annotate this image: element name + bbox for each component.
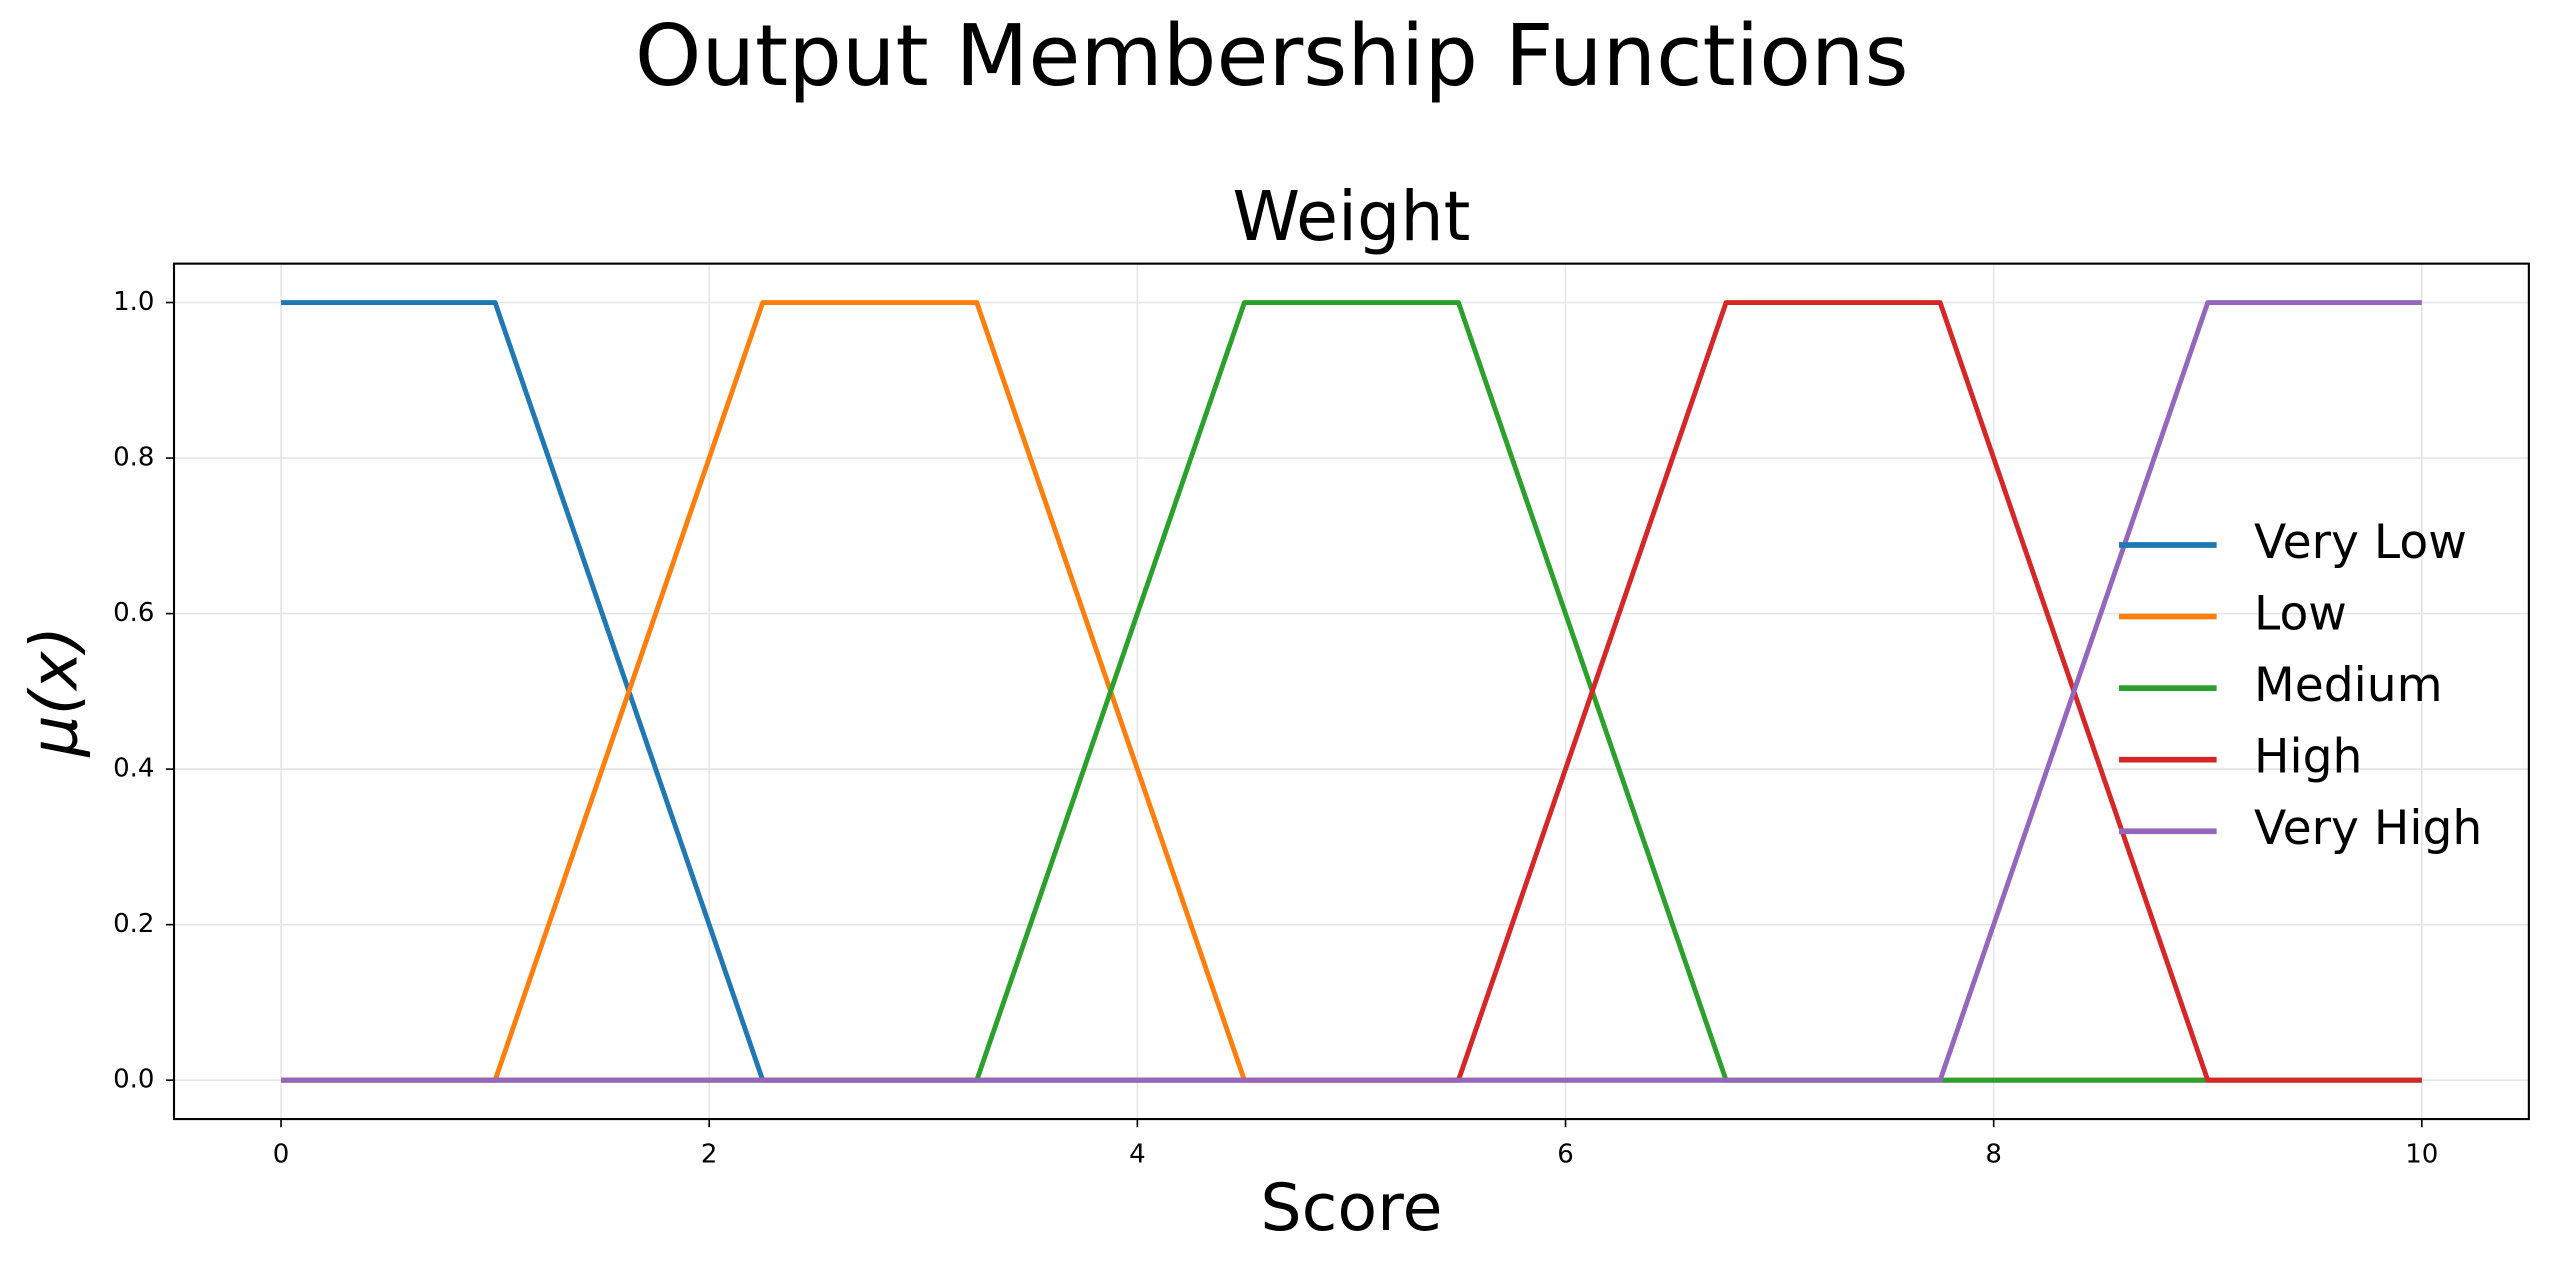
legend-label: High bbox=[2254, 730, 2362, 785]
legend-label: Medium bbox=[2254, 658, 2443, 713]
chart-title: Output Membership Functions bbox=[635, 7, 1909, 105]
x-tick-label: 0 bbox=[273, 1139, 290, 1169]
axes-title: Weight bbox=[1232, 178, 1470, 257]
y-tick-label: 0.6 bbox=[113, 598, 154, 628]
y-axis-label: μ(x) bbox=[18, 626, 93, 758]
series-line bbox=[281, 300, 2422, 1083]
y-tick-label: 1.0 bbox=[113, 287, 154, 317]
x-tick-label: 10 bbox=[2405, 1139, 2438, 1169]
legend-label: Very High bbox=[2254, 801, 2482, 856]
plot-frame bbox=[172, 262, 2530, 1121]
x-tick-label: 8 bbox=[1985, 1139, 2002, 1169]
x-tick-label: 6 bbox=[1557, 1139, 1574, 1169]
legend-label: Very Low bbox=[2254, 515, 2467, 570]
y-tick-label: 0.4 bbox=[113, 754, 154, 784]
legend: Very Low Low Medium High Very High bbox=[2119, 515, 2482, 856]
plot bbox=[281, 300, 2422, 1083]
legend-label: Low bbox=[2254, 587, 2347, 642]
x-tick-label: 4 bbox=[1129, 1139, 1146, 1169]
y-tick-label: 0.0 bbox=[113, 1065, 154, 1095]
y-tick-label: 0.8 bbox=[113, 443, 154, 473]
x-axis-label: Score bbox=[1260, 1171, 1442, 1246]
x-tick-label: 2 bbox=[701, 1139, 718, 1169]
y-tick-label: 0.2 bbox=[113, 909, 154, 939]
